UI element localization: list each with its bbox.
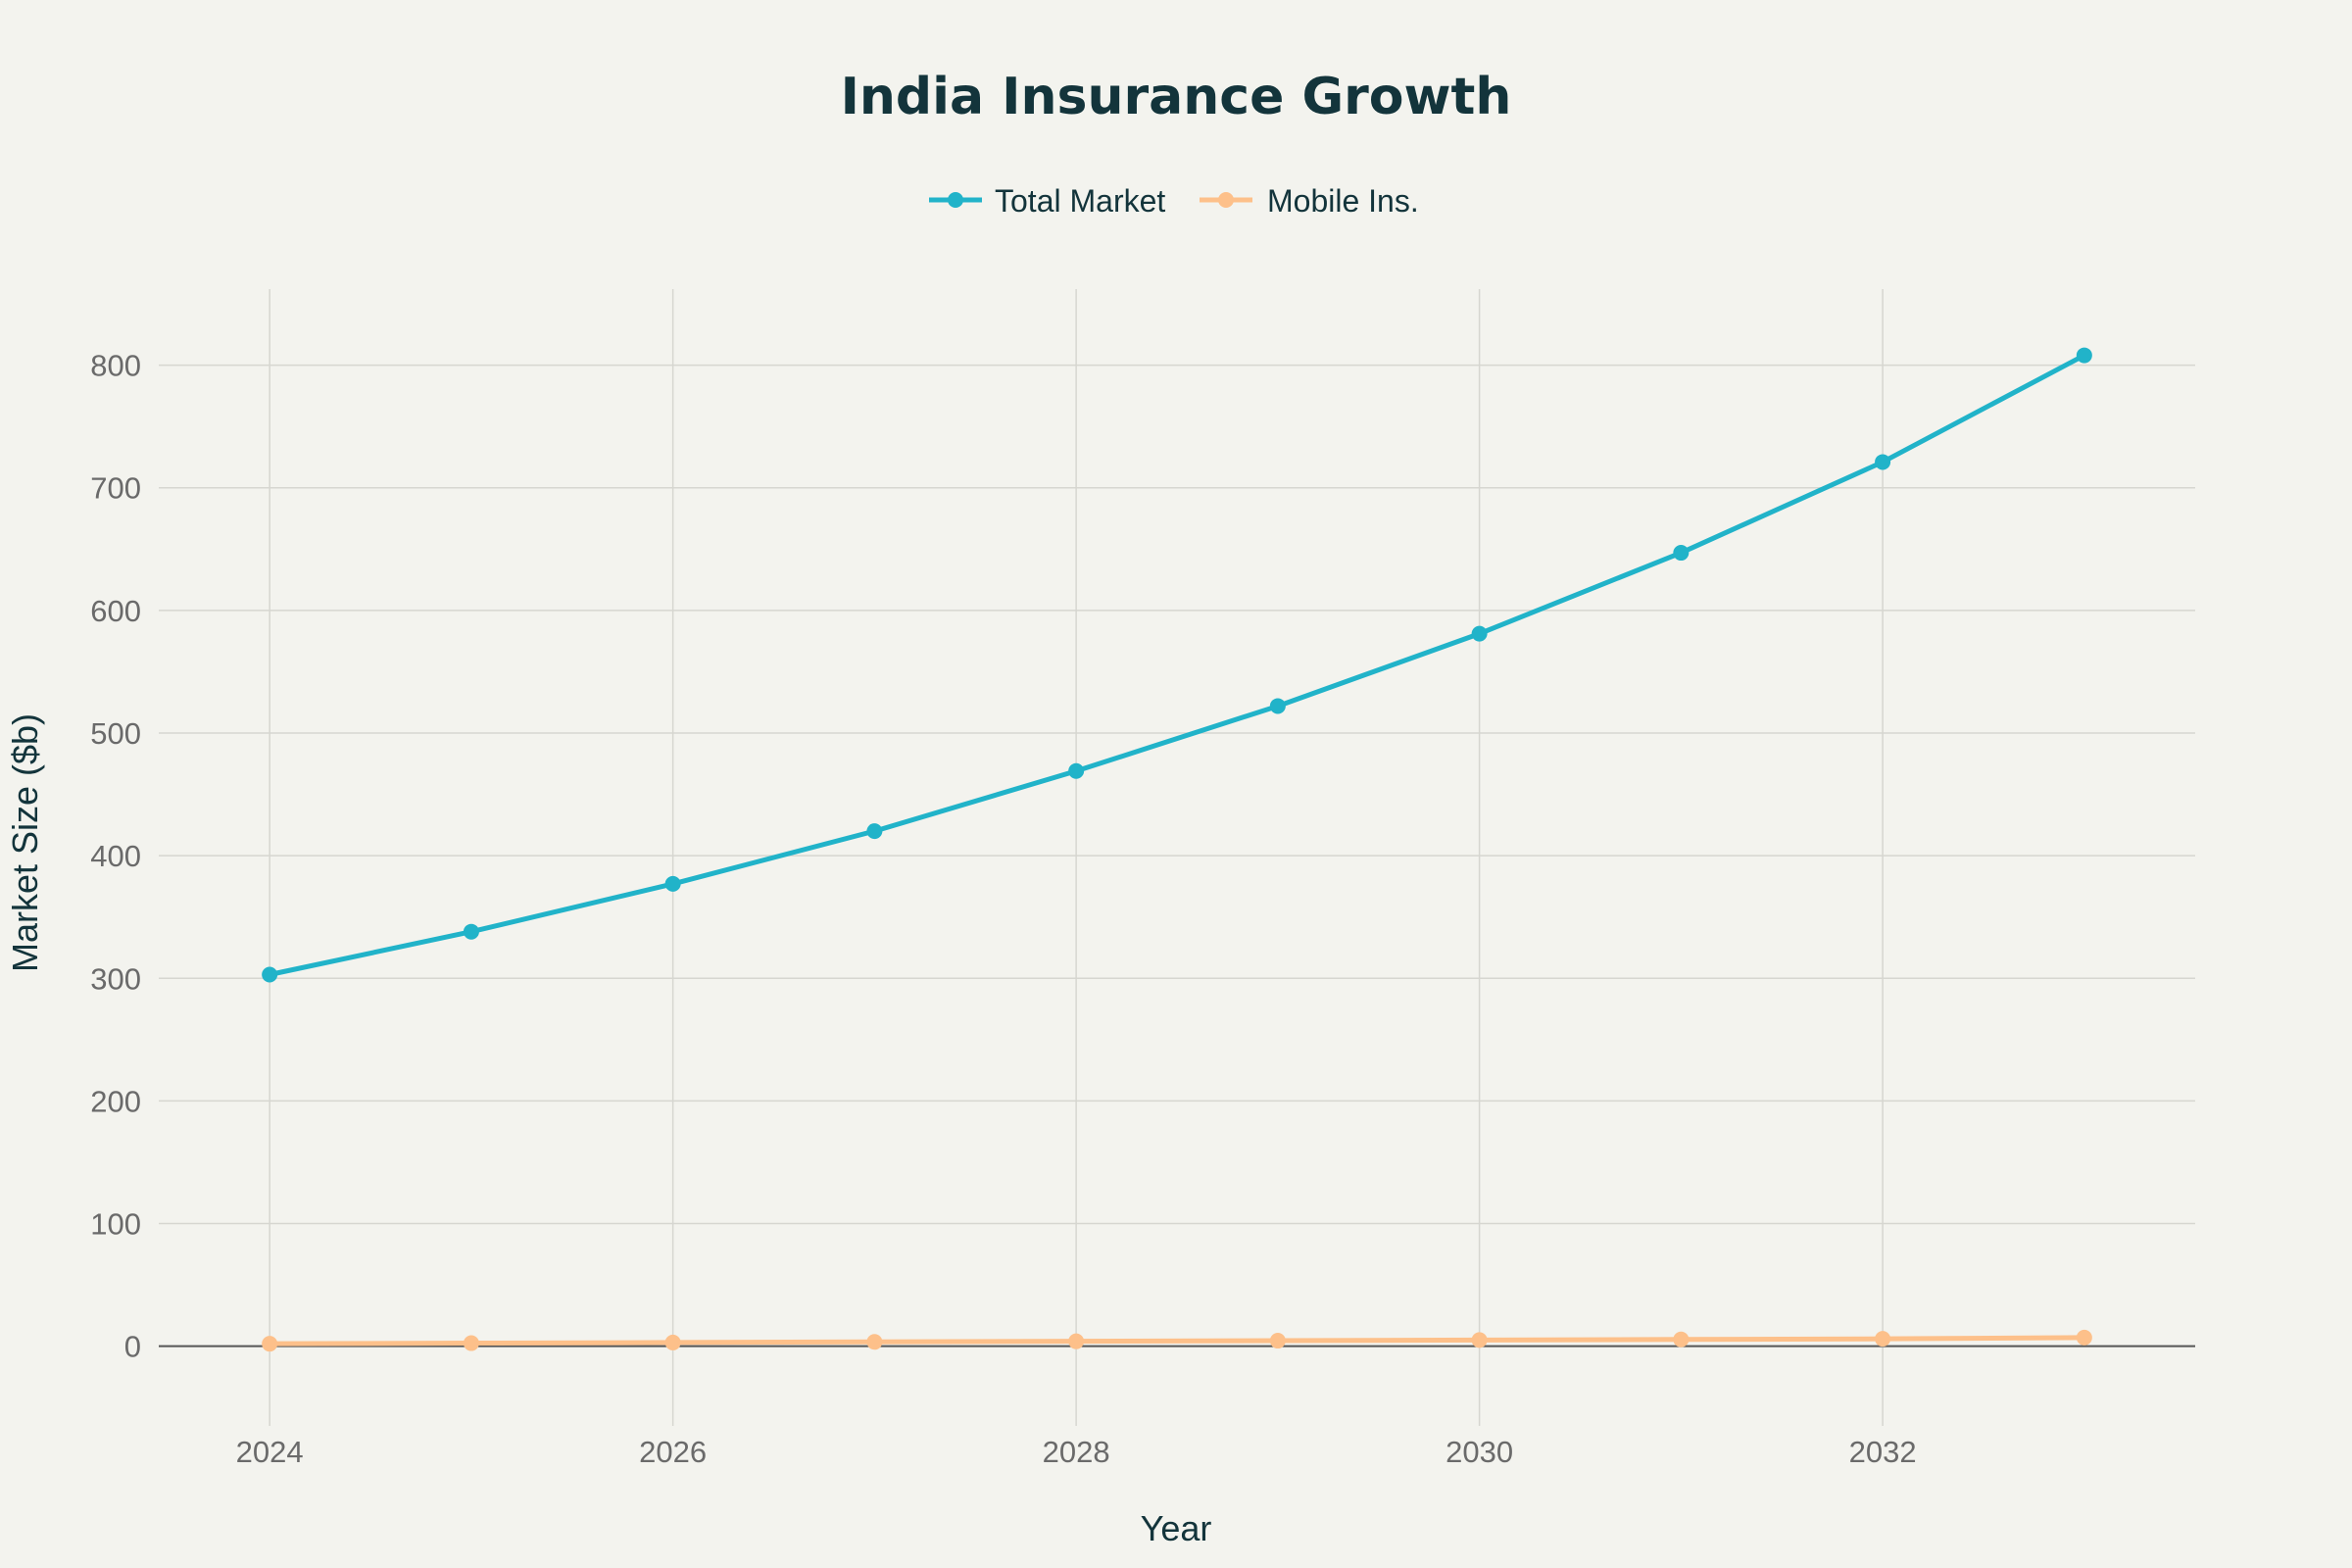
legend-swatch-total-market-marker <box>948 192 963 208</box>
data-point-total-market-2031[interactable] <box>1673 545 1690 562</box>
x-tick-label-2032: 2032 <box>1849 1435 1917 1469</box>
y-tick-label-700: 700 <box>90 471 141 506</box>
series-total-market <box>262 347 2092 983</box>
series-mobile-ins <box>262 1329 2092 1352</box>
y-tick-label-200: 200 <box>90 1084 141 1118</box>
data-point-mobile-ins-2026[interactable] <box>664 1334 681 1350</box>
x-tick-label-2024: 2024 <box>236 1435 304 1469</box>
legend-item-mobile-ins[interactable]: Mobile Ins. <box>1200 183 1419 219</box>
data-point-mobile-ins-2025[interactable] <box>463 1335 479 1351</box>
data-point-mobile-ins-2028[interactable] <box>1068 1333 1085 1349</box>
data-point-total-market-2032[interactable] <box>1875 454 1891 470</box>
data-point-mobile-ins-2030[interactable] <box>1471 1332 1488 1348</box>
data-point-total-market-2029[interactable] <box>1269 698 1286 714</box>
y-tick-label-100: 100 <box>90 1207 141 1242</box>
data-point-mobile-ins-2024[interactable] <box>262 1336 278 1352</box>
data-point-mobile-ins-2031[interactable] <box>1673 1331 1690 1348</box>
data-point-total-market-2024[interactable] <box>262 966 278 983</box>
y-tick-label-500: 500 <box>90 716 141 751</box>
data-point-total-market-2026[interactable] <box>664 875 681 892</box>
x-tick-labels: 2024 2026 2028 2030 2032 <box>236 1435 1917 1469</box>
x-axis-title: Year <box>1141 1508 1212 1548</box>
legend-swatch-mobile-ins-marker <box>1218 192 1234 208</box>
y-tick-label-600: 600 <box>90 594 141 628</box>
series-line-total-market <box>267 353 2087 977</box>
y-axis-title: Market Size ($b) <box>5 713 45 972</box>
x-tick-label-2030: 2030 <box>1446 1435 1513 1469</box>
grid <box>159 289 2195 1426</box>
x-tick-label-2028: 2028 <box>1043 1435 1110 1469</box>
x-gridlines <box>269 289 1884 1426</box>
series-layer <box>262 347 2092 1352</box>
legend-item-total-market[interactable]: Total Market <box>929 183 1165 219</box>
legend-label-mobile-ins: Mobile Ins. <box>1267 183 1419 219</box>
data-point-mobile-ins-2029[interactable] <box>1269 1333 1286 1349</box>
y-gridlines <box>159 364 2195 1225</box>
y-tick-labels: 0 100 200 300 400 500 600 700 800 <box>90 349 141 1364</box>
data-point-total-market-2033[interactable] <box>2076 347 2092 364</box>
data-point-mobile-ins-2027[interactable] <box>866 1334 883 1350</box>
x-tick-label-2026: 2026 <box>639 1435 707 1469</box>
data-point-total-market-2030[interactable] <box>1471 625 1488 642</box>
y-tick-label-300: 300 <box>90 961 141 996</box>
data-point-mobile-ins-2032[interactable] <box>1875 1331 1891 1348</box>
y-tick-label-0: 0 <box>124 1330 141 1364</box>
data-point-total-market-2027[interactable] <box>866 823 883 840</box>
chart-title: India Insurance Growth <box>841 68 1512 126</box>
data-point-total-market-2028[interactable] <box>1068 762 1085 779</box>
data-point-mobile-ins-2033[interactable] <box>2076 1329 2092 1346</box>
legend-label-total-market: Total Market <box>995 183 1165 219</box>
data-point-total-market-2025[interactable] <box>463 923 479 940</box>
y-tick-label-400: 400 <box>90 839 141 873</box>
y-tick-label-800: 800 <box>90 349 141 383</box>
legend: Total Market Mobile Ins. <box>929 183 1419 219</box>
series-line-mobile-ins <box>267 1335 2087 1347</box>
